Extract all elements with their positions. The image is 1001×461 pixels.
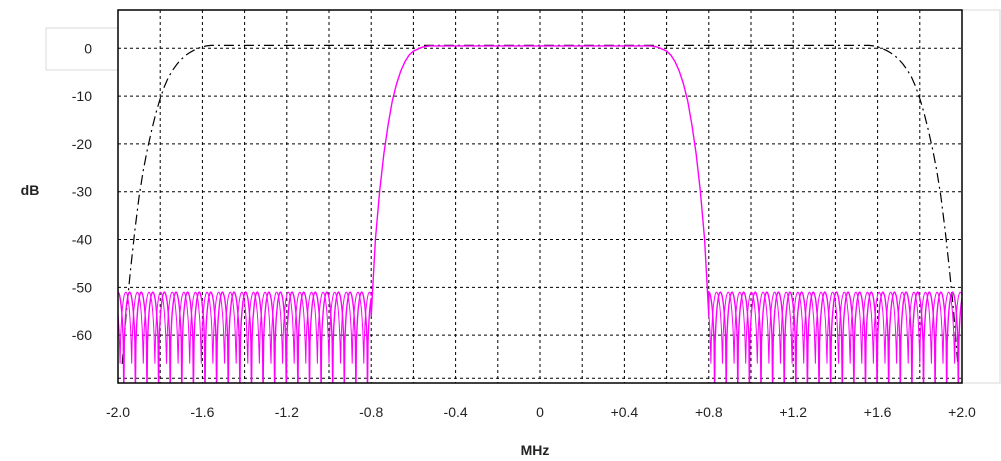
x-tick-label-1: -1.6 (190, 404, 214, 420)
wideband-response-line (121, 44, 959, 364)
y-tick-label-0: 0 (84, 40, 92, 56)
y-tick-label-6: -60 (72, 327, 92, 343)
x-tick-label-0: -2.0 (106, 404, 130, 420)
x-axis-label: MHz (521, 442, 550, 458)
x-tick-label-6: +0.4 (611, 404, 639, 420)
x-tick-label-2: -1.2 (275, 404, 299, 420)
stopband-right-secondary-trace (708, 291, 962, 364)
x-tick-label-7: +0.8 (695, 404, 723, 420)
x-tick-label-5: 0 (536, 404, 544, 420)
x-tick-label-9: +1.6 (864, 404, 892, 420)
x-tick-label-8: +1.2 (779, 404, 807, 420)
x-tick-labels: -2.0 -1.6 -1.2 -0.8 -0.4 0 +0.4 +0.8 +1.2 +1.6 +2.… (106, 404, 976, 420)
y-axis-label: dB (21, 182, 40, 198)
stopband-left-secondary-trace (118, 291, 372, 364)
y-tick-label-4: -40 (72, 232, 92, 248)
left-frame-panel (45, 27, 119, 71)
series-layer (118, 44, 962, 383)
plot-area-border (117, 9, 963, 384)
y-tick-label-5: -50 (72, 279, 92, 295)
y-tick-labels: 0 -10 -20 -30 -40 -50 -60 (72, 40, 92, 343)
y-tick-label-2: -20 (72, 136, 92, 152)
y-tick-label-1: -10 (72, 88, 92, 104)
filter-response-line (118, 45, 962, 383)
y-tick-label-3: -30 (72, 184, 92, 200)
right-frame-panel (961, 9, 1001, 384)
x-tick-label-4: -0.4 (444, 404, 468, 420)
x-tick-label-10: +2.0 (948, 404, 976, 420)
x-tick-label-3: -0.8 (359, 404, 383, 420)
